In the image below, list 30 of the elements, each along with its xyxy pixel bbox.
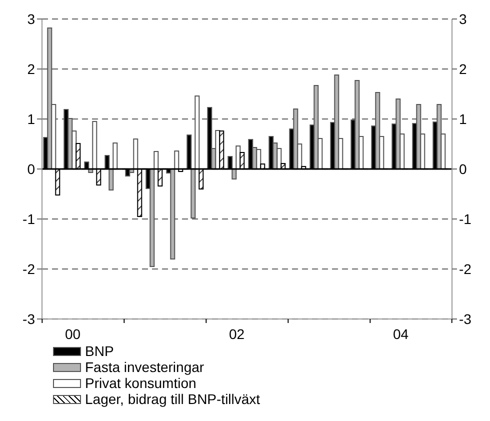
bar — [334, 74, 340, 170]
y2-tick-label: -3 — [459, 310, 472, 327]
legend-label: Fasta investeringar — [85, 359, 204, 375]
y-tick-label: 0 — [27, 160, 36, 177]
bar — [92, 121, 98, 170]
y2-tick-label: 3 — [459, 10, 467, 27]
bar — [47, 28, 52, 170]
bar — [354, 80, 360, 170]
legend-label: Privat konsumtion — [85, 375, 196, 391]
x-tick-label: 00 — [64, 326, 81, 342]
y-tick-label: 3 — [27, 10, 36, 27]
y2-tick-label: 1 — [459, 110, 467, 127]
y2-tick-label: 0 — [459, 160, 467, 177]
y-tick-label: -3 — [22, 310, 36, 327]
y-tick-label: -2 — [22, 260, 36, 277]
y-tick-label: 1 — [27, 110, 36, 127]
bar — [314, 85, 319, 170]
bar — [256, 149, 262, 170]
legend-label: BNP — [85, 343, 114, 359]
y-tick-label: 2 — [27, 60, 36, 77]
y2-tick-label: -1 — [459, 210, 472, 227]
bar — [133, 138, 138, 170]
x-tick-label: 02 — [228, 326, 245, 342]
y2-tick-label: 2 — [459, 60, 467, 77]
x-tick-label: 04 — [392, 326, 409, 342]
legend-label: Lager, bidrag till BNP-tillväxt — [85, 391, 260, 407]
y-tick-label: -1 — [22, 210, 36, 227]
bar — [375, 92, 380, 170]
bar — [293, 108, 298, 170]
y2-tick-label: -2 — [459, 260, 472, 277]
